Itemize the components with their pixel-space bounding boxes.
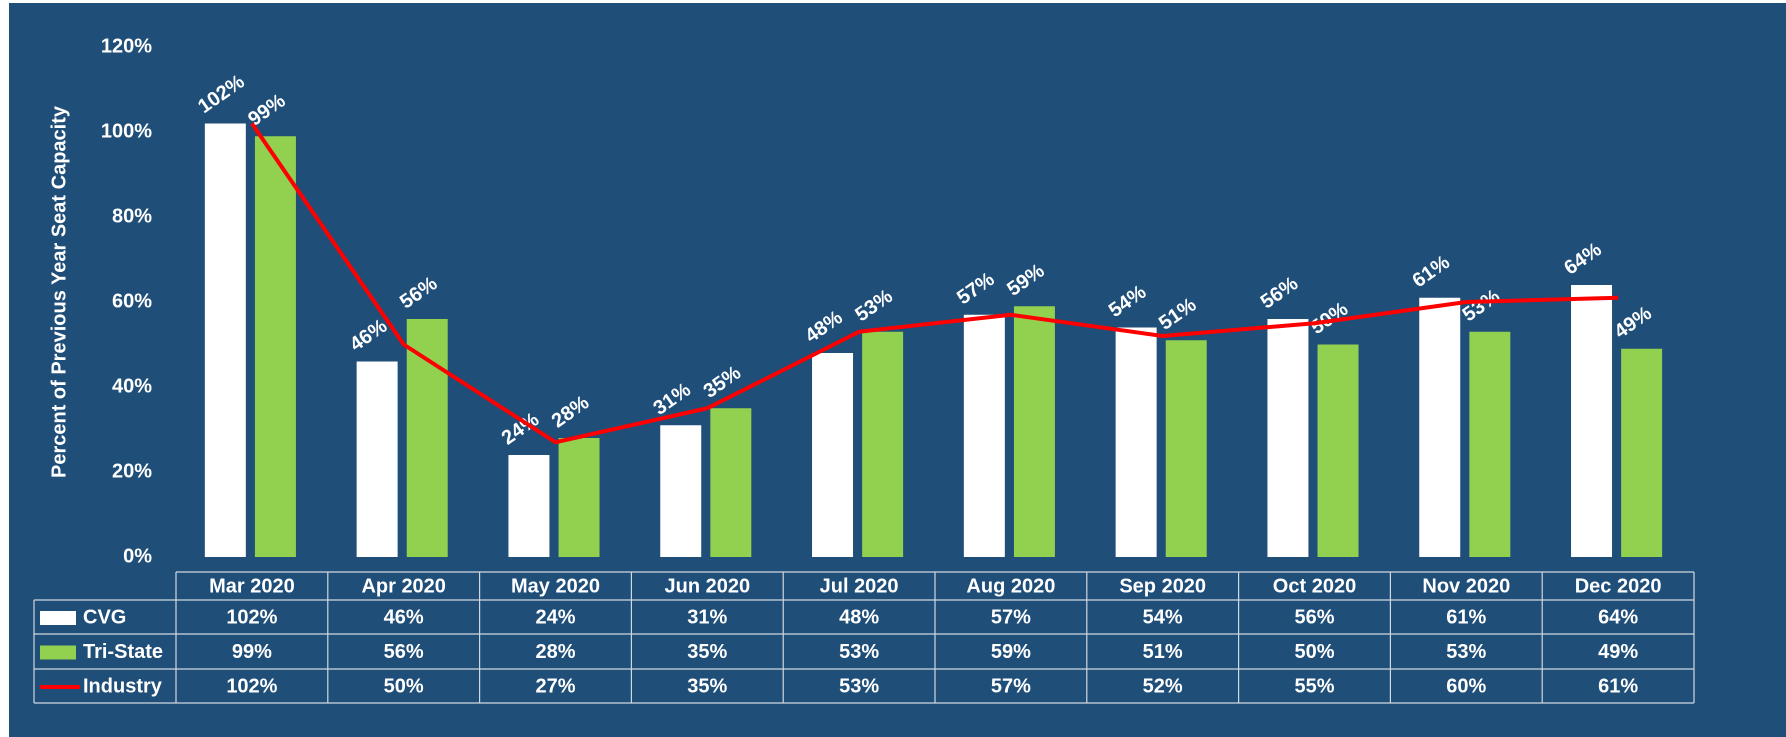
x-tick-label: Mar 2020 (209, 575, 295, 597)
y-tick-label: 60% (112, 290, 152, 312)
table-cell: 102% (226, 675, 277, 697)
x-tick-label: Apr 2020 (361, 575, 446, 597)
table-cell: 57% (991, 606, 1031, 628)
line-series (250, 122, 1619, 445)
bar (204, 123, 246, 557)
table-cell: 48% (839, 606, 879, 628)
x-tick-label: Dec 2020 (1575, 575, 1662, 597)
table-cell: 28% (535, 641, 575, 663)
table-cell: 61% (1598, 675, 1638, 697)
table-cell: 57% (991, 675, 1031, 697)
y-tick-label: 40% (112, 375, 152, 397)
y-axis-title: Percent of Previous Year Seat Capacity (48, 105, 70, 478)
bar (558, 438, 600, 557)
table-cell: 53% (1446, 641, 1486, 663)
table-cell: 59% (991, 641, 1031, 663)
bar (508, 455, 550, 557)
bar (1469, 331, 1511, 557)
bar (862, 331, 904, 557)
bar (1013, 306, 1055, 557)
x-tick-label: Oct 2020 (1273, 575, 1356, 597)
y-tick-label: 100% (101, 120, 152, 142)
bar (1317, 344, 1359, 557)
legend-key (40, 611, 76, 625)
y-tick-label: 120% (101, 35, 152, 57)
bar (356, 361, 398, 557)
table-cell: 46% (384, 606, 424, 628)
table-cell: 64% (1598, 606, 1638, 628)
table-cell: 52% (1143, 675, 1183, 697)
bar (254, 136, 296, 557)
table-cell: 27% (535, 675, 575, 697)
table-cell: 35% (687, 641, 727, 663)
x-tick-label: Aug 2020 (966, 575, 1055, 597)
table-cell: 51% (1143, 641, 1183, 663)
table-cell: 50% (1294, 641, 1334, 663)
bar (1165, 340, 1207, 557)
table-cell: 54% (1143, 606, 1183, 628)
bar (812, 353, 854, 557)
bar (963, 314, 1005, 557)
table-cell: 53% (839, 641, 879, 663)
legend-label: CVG (83, 606, 126, 628)
legend-key (40, 645, 76, 660)
table-cell: 49% (1598, 641, 1638, 663)
bar (660, 425, 702, 557)
legend-label: Tri-State (83, 641, 163, 663)
table-cell: 56% (384, 641, 424, 663)
table-cell: 102% (226, 606, 277, 628)
bar (1115, 327, 1157, 557)
table-cell: 50% (384, 675, 424, 697)
table-cell: 31% (687, 606, 727, 628)
x-tick-label: Nov 2020 (1422, 575, 1510, 597)
bar (1267, 319, 1309, 557)
y-tick-label: 80% (112, 205, 152, 227)
x-tick-label: Jul 2020 (820, 575, 899, 597)
bar (1419, 297, 1461, 557)
table-cell: 99% (232, 641, 272, 663)
y-tick-label: 20% (112, 460, 152, 482)
x-tick-label: Sep 2020 (1119, 575, 1206, 597)
table-cell: 35% (687, 675, 727, 697)
bar (1571, 285, 1613, 557)
table-cell: 60% (1446, 675, 1486, 697)
bar (1621, 348, 1663, 557)
x-tick-label: Jun 2020 (664, 575, 750, 597)
bar (710, 408, 752, 557)
table-cell: 56% (1294, 606, 1334, 628)
bar (406, 319, 448, 557)
table-cell: 53% (839, 675, 879, 697)
table-cell: 24% (535, 606, 575, 628)
legend-label: Industry (83, 675, 163, 697)
x-tick-label: May 2020 (511, 575, 600, 597)
table-cell: 61% (1446, 606, 1486, 628)
table-cell: 55% (1294, 675, 1334, 697)
y-tick-label: 0% (123, 545, 152, 567)
